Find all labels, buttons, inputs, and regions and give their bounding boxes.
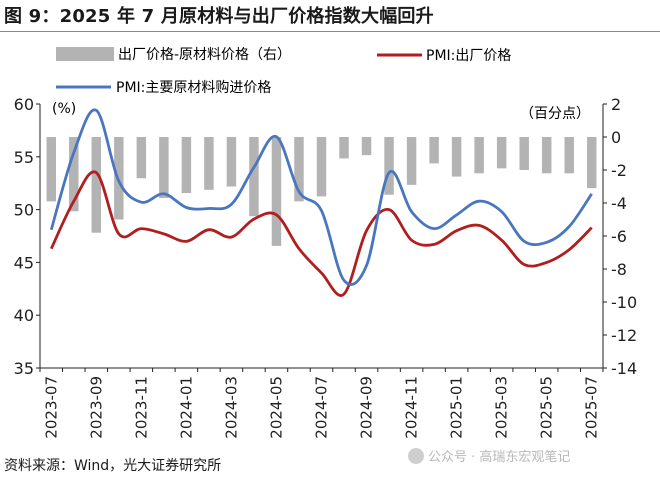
bar — [519, 137, 529, 170]
wechat-logo-icon — [408, 447, 424, 464]
bar — [181, 137, 192, 194]
x-axis-tick-label: 2025-05 — [538, 376, 556, 439]
left-axis-tick-label: 50 — [14, 201, 34, 220]
bar — [474, 137, 484, 174]
right-axis-tick-label: 0 — [611, 128, 621, 147]
right-axis-unit: （百分点） — [520, 106, 590, 122]
right-axis-tick-label: -4 — [611, 194, 627, 213]
x-axis-tick-label: 2023-09 — [87, 376, 105, 439]
figure-title: 图 9：2025 年 7 月原材料与出厂价格指数大幅回升 — [4, 6, 434, 27]
left-axis-tick-label: 45 — [14, 253, 34, 272]
legend-label-red-line: PMI:出厂价格 — [426, 48, 511, 64]
bar — [541, 137, 552, 174]
x-axis-tick-label: 2024-11 — [403, 376, 421, 439]
x-axis-tick-label: 2023-07 — [42, 376, 60, 439]
bar — [406, 137, 417, 185]
left-axis-tick-label: 60 — [14, 95, 34, 114]
x-axis-tick-label: 2024-05 — [267, 376, 285, 439]
right-axis-tick-label: -8 — [611, 260, 627, 279]
watermark-text: 公众号 · 高瑞东宏观笔记 — [428, 450, 571, 465]
bar — [226, 137, 237, 187]
bar — [384, 137, 394, 195]
bar — [136, 137, 147, 179]
bar — [69, 137, 79, 212]
right-axis-tick-label: -6 — [611, 227, 627, 246]
bar — [429, 137, 439, 164]
bar — [159, 137, 169, 199]
bar — [361, 137, 372, 156]
legend: 出厂价格-原材料价格（右） PMI:出厂价格 PMI:主要原材料购进价格 — [56, 47, 511, 96]
x-axis-tick-label: 2024-09 — [358, 376, 376, 439]
line-series — [49, 108, 593, 297]
bar — [91, 137, 102, 233]
x-axis-tick-label: 2025-01 — [448, 376, 466, 439]
legend-label-bar: 出厂价格-原材料价格（右） — [118, 47, 291, 63]
bar-series — [46, 137, 597, 246]
watermark: 公众号 · 高瑞东宏观笔记 — [408, 446, 570, 465]
bar — [271, 137, 282, 246]
x-axis-tick-label: 2024-03 — [222, 376, 240, 439]
right-axis-tick-label: 2 — [611, 95, 621, 114]
x-axis-tick-label: 2023-11 — [132, 376, 150, 439]
axes: 35 40 45 50 55 60 -14 -12 -10 -8 -6 -4 -2 0 2 2023-07 20… — [14, 95, 638, 439]
bar — [204, 137, 214, 190]
bar — [587, 137, 597, 189]
x-axis-tick-label: 2024-07 — [313, 376, 331, 439]
left-axis-tick-label: 35 — [14, 359, 34, 378]
right-axis-tick-label: -14 — [611, 359, 637, 378]
x-axis-tick-label: 2025-03 — [493, 376, 511, 439]
title-divider — [0, 31, 660, 32]
bar — [316, 137, 327, 197]
left-axis-unit: (%) — [52, 101, 76, 117]
left-axis-tick-label: 55 — [14, 148, 34, 167]
bar — [46, 137, 56, 202]
x-axis-tick-label: 2024-01 — [177, 376, 195, 439]
legend-label-blue-line: PMI:主要原材料购进价格 — [116, 80, 271, 96]
right-axis-tick-label: -12 — [611, 326, 637, 345]
line-pmi-output-price — [50, 170, 593, 297]
bar — [294, 137, 304, 202]
right-axis-tick-label: -10 — [611, 293, 637, 312]
bar — [451, 137, 462, 177]
right-axis-tick-label: -2 — [611, 161, 627, 180]
bar — [496, 137, 507, 169]
bar — [339, 137, 349, 159]
x-axis-tick-label: 2025-07 — [583, 376, 601, 439]
bar — [249, 137, 259, 217]
legend-swatch-bar — [56, 47, 114, 61]
line-pmi-input-price — [49, 108, 593, 286]
source-note: 资料来源：Wind，光大证券研究所 — [4, 458, 222, 474]
bar — [564, 137, 574, 174]
left-axis-tick-label: 40 — [14, 306, 34, 325]
